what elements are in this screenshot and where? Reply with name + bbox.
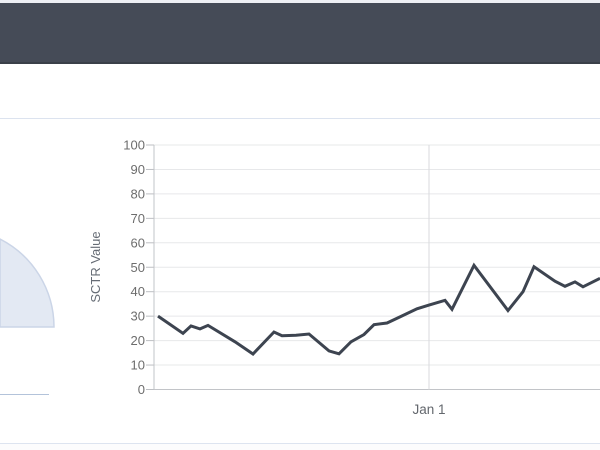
y-tick-label: 30 (131, 309, 145, 324)
axis-ticks (146, 144, 154, 390)
bottom-divider (0, 443, 600, 444)
sctr-series-line[interactable] (157, 262, 600, 356)
y-tick-labels: 0 10 20 30 40 50 60 70 80 90 100 (123, 138, 145, 398)
y-tick-label: 70 (131, 211, 145, 226)
y-tick-label: 90 (131, 162, 145, 177)
footer-area (0, 444, 600, 450)
y-tick-label: 20 (131, 333, 145, 348)
y-tick-label: 10 (131, 358, 145, 373)
x-tick-label: Jan 1 (412, 402, 445, 417)
y-tick-label: 40 (131, 284, 145, 299)
y-tick-label: 50 (131, 260, 145, 275)
y-tick-label: 0 (138, 382, 145, 397)
y-tick-label: 60 (131, 235, 145, 250)
app-header (0, 3, 600, 64)
toolbar-area (0, 64, 600, 119)
y-gridlines (154, 144, 600, 390)
gauge-axis-line (0, 394, 49, 395)
y-axis-title: SCTR Value (88, 231, 103, 302)
y-tick-label: 100 (123, 138, 145, 153)
gauge-arc-fragment (0, 238, 55, 328)
top-strip (0, 0, 600, 3)
y-tick-label: 80 (131, 186, 145, 201)
